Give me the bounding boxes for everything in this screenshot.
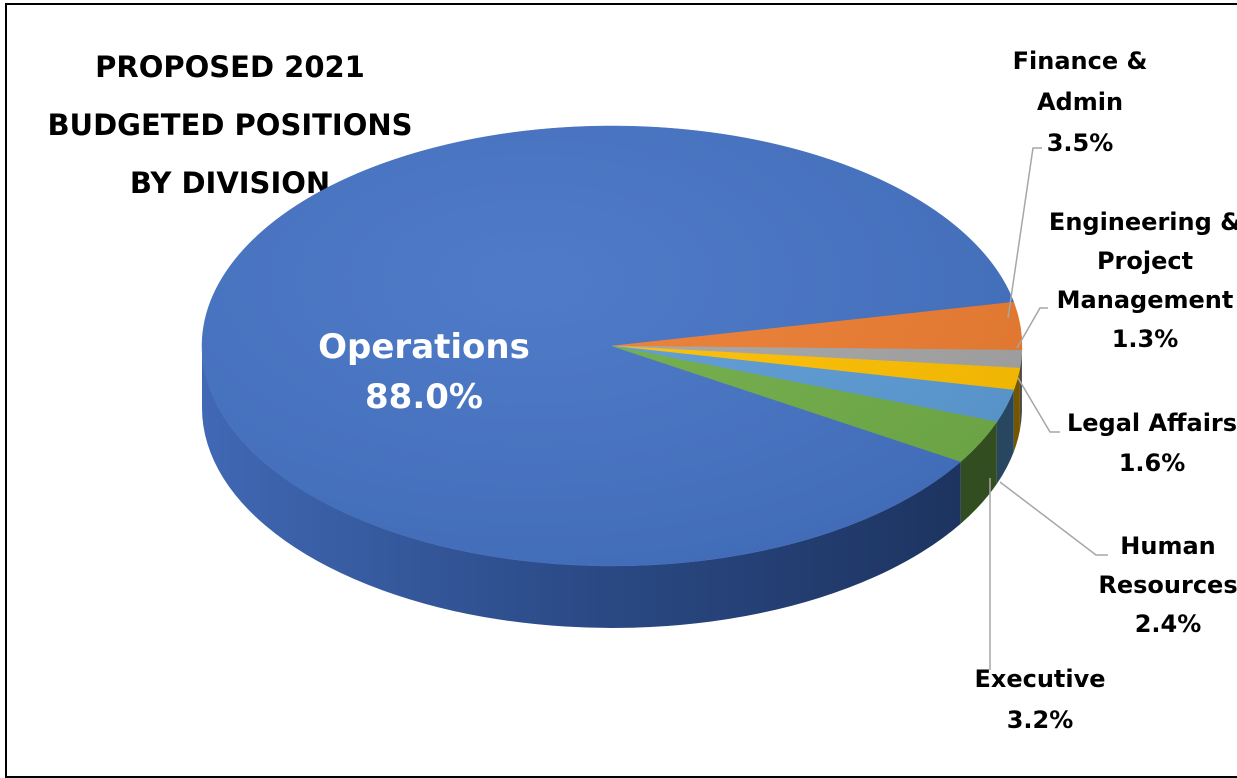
data-label-name-operations: Operations <box>318 327 530 367</box>
leader-line-finance-admin <box>1008 148 1042 318</box>
data-label-name-finance-admin: Finance & <box>1013 47 1148 75</box>
data-label-name-finance-admin: Admin <box>1037 88 1123 116</box>
data-label-name-human-resources: Resources <box>1098 571 1237 599</box>
leader-line-legal-affairs <box>1018 378 1060 432</box>
data-label-value-executive: 3.2% <box>1007 706 1074 734</box>
data-label-value-legal-affairs: 1.6% <box>1119 449 1186 477</box>
data-label-name-executive: Executive <box>974 665 1105 693</box>
data-label-value-finance-admin: 3.5% <box>1047 129 1114 157</box>
data-label-name-engineering-project-management: Engineering & <box>1049 208 1237 236</box>
data-label-name-legal-affairs: Legal Affairs <box>1067 409 1237 437</box>
data-label-name-engineering-project-management: Management <box>1057 286 1234 314</box>
data-label-value-engineering-project-management: 1.3% <box>1112 325 1179 353</box>
data-label-value-operations: 88.0% <box>365 377 483 417</box>
data-label-name-engineering-project-management: Project <box>1097 247 1193 275</box>
data-label-name-human-resources: Human <box>1120 532 1215 560</box>
leader-line-human-resources <box>1000 482 1108 555</box>
data-label-value-human-resources: 2.4% <box>1135 610 1202 638</box>
